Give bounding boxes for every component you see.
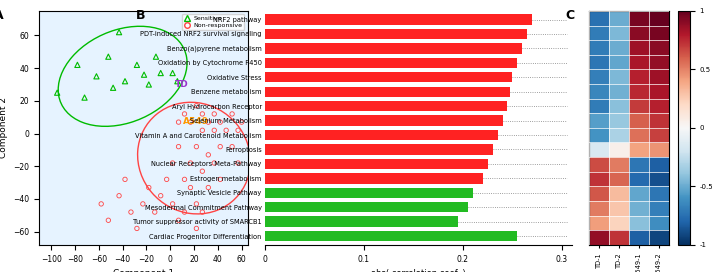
Point bbox=[103, 54, 114, 59]
Bar bbox=[265, 202, 468, 212]
Point bbox=[209, 112, 220, 116]
Bar bbox=[265, 115, 503, 126]
X-axis label: abs( correlation coef. ): abs( correlation coef. ) bbox=[371, 269, 465, 272]
Point bbox=[161, 177, 172, 181]
Point bbox=[150, 54, 162, 59]
Point bbox=[191, 226, 202, 231]
Point bbox=[214, 144, 226, 149]
Point bbox=[179, 210, 190, 214]
Point bbox=[179, 177, 190, 181]
Text: A549: A549 bbox=[184, 117, 209, 126]
Point bbox=[155, 71, 167, 75]
Bar bbox=[265, 86, 511, 97]
Text: TD: TD bbox=[175, 81, 189, 89]
Point bbox=[232, 128, 244, 132]
Point bbox=[119, 79, 131, 84]
Point bbox=[131, 63, 142, 67]
Point bbox=[114, 194, 125, 198]
Point bbox=[209, 128, 220, 132]
Point bbox=[197, 112, 208, 116]
Point bbox=[143, 186, 154, 190]
Bar bbox=[265, 130, 498, 140]
Y-axis label: Component 2: Component 2 bbox=[0, 97, 8, 158]
Point bbox=[214, 120, 226, 124]
Point bbox=[184, 120, 196, 124]
Point bbox=[119, 177, 131, 181]
Point bbox=[114, 30, 125, 34]
Point bbox=[227, 144, 238, 149]
Bar bbox=[265, 72, 513, 82]
Point bbox=[131, 226, 142, 231]
Bar bbox=[265, 58, 518, 68]
Point bbox=[202, 153, 214, 157]
Point bbox=[173, 120, 184, 124]
Bar bbox=[265, 43, 523, 54]
Point bbox=[167, 202, 178, 206]
Point bbox=[202, 120, 214, 124]
Point bbox=[96, 202, 107, 206]
Point bbox=[91, 74, 102, 79]
Point bbox=[72, 63, 83, 67]
Point bbox=[173, 144, 184, 149]
Point bbox=[173, 218, 184, 222]
Text: C: C bbox=[565, 8, 574, 21]
Text: A: A bbox=[0, 8, 3, 21]
Point bbox=[220, 128, 232, 132]
Point bbox=[236, 120, 247, 124]
Bar bbox=[265, 217, 458, 227]
Point bbox=[167, 161, 178, 165]
Point bbox=[167, 71, 178, 75]
Bar bbox=[265, 159, 488, 169]
Bar bbox=[265, 29, 527, 39]
Point bbox=[184, 161, 196, 165]
Point bbox=[179, 112, 190, 116]
Point bbox=[79, 95, 90, 100]
Point bbox=[149, 210, 160, 214]
Bar bbox=[265, 188, 473, 198]
Point bbox=[209, 161, 220, 165]
Point bbox=[172, 79, 183, 84]
Point bbox=[107, 86, 119, 90]
Point bbox=[51, 91, 63, 95]
Bar bbox=[265, 231, 518, 241]
Legend: Sensitive, Non-responsive: Sensitive, Non-responsive bbox=[182, 14, 245, 30]
Point bbox=[191, 144, 202, 149]
Point bbox=[227, 112, 238, 116]
Point bbox=[138, 73, 149, 77]
Point bbox=[191, 202, 202, 206]
Bar bbox=[265, 14, 532, 25]
Point bbox=[143, 82, 154, 87]
Point bbox=[184, 186, 196, 190]
Point bbox=[232, 161, 244, 165]
Bar bbox=[265, 173, 483, 184]
Point bbox=[202, 186, 214, 190]
Point bbox=[197, 169, 208, 173]
Point bbox=[214, 177, 226, 181]
X-axis label: Component 1: Component 1 bbox=[113, 269, 174, 272]
Point bbox=[197, 128, 208, 132]
Bar bbox=[265, 144, 493, 155]
Bar bbox=[265, 101, 508, 111]
Text: B: B bbox=[135, 8, 145, 21]
Point bbox=[137, 202, 149, 206]
Point bbox=[155, 194, 167, 198]
Point bbox=[125, 210, 137, 214]
Point bbox=[191, 104, 202, 108]
Point bbox=[197, 210, 208, 214]
Point bbox=[103, 218, 114, 222]
